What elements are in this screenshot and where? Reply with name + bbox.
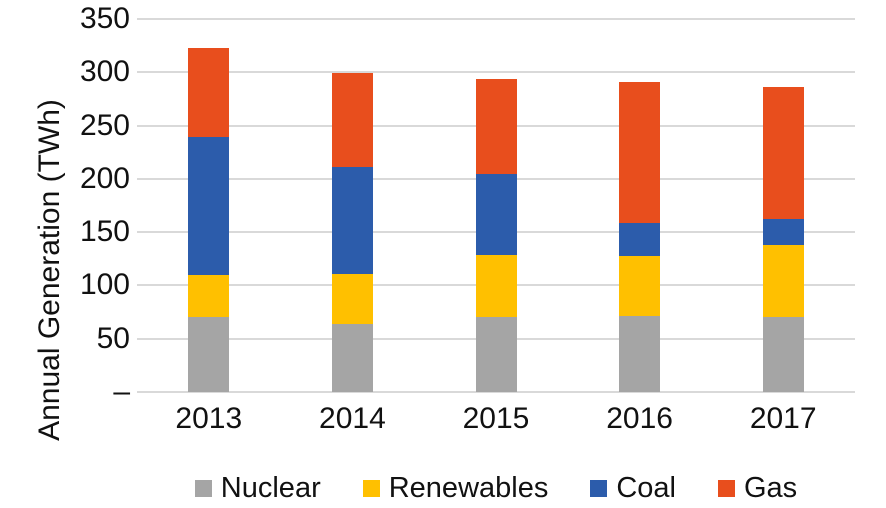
bar-segment-nuclear-2014: [331, 323, 373, 392]
bar-segment-gas-2016: [619, 81, 661, 223]
bar-segment-nuclear-2013: [188, 317, 230, 392]
bar-segment-gas-2017: [762, 87, 804, 220]
bar-segment-coal-2014: [331, 167, 373, 274]
legend-label: Coal: [616, 472, 676, 504]
bar-segment-coal-2017: [762, 219, 804, 245]
x-axis-label-2016: 2016: [606, 402, 673, 435]
legend-label: Nuclear: [220, 472, 321, 504]
plot-area: [137, 18, 855, 393]
bar-segment-nuclear-2017: [762, 317, 804, 392]
legend-label: Renewables: [388, 472, 549, 504]
bar-segment-nuclear-2016: [619, 316, 661, 392]
y-tick-label: 350: [79, 2, 130, 35]
y-tick-label: 150: [79, 215, 130, 249]
bar-segment-coal-2016: [619, 222, 661, 256]
y-tick-label: –: [113, 375, 130, 408]
x-axis-label-2014: 2014: [319, 402, 386, 435]
x-axis-label-2017: 2017: [749, 402, 817, 435]
legend-item-coal: Coal: [590, 471, 676, 505]
gridline: [137, 391, 855, 393]
legend-marker-coal: [590, 479, 608, 497]
bar-segment-renewables-2013: [188, 274, 230, 318]
gridline: [137, 18, 855, 21]
bar-segment-gas-2015: [475, 78, 517, 174]
y-axis-tick-labels: 350 300 250 200 150 100 50 –: [0, 2, 130, 408]
legend-item-nuclear: Nuclear: [194, 471, 321, 505]
x-axis-label-2015: 2015: [462, 402, 530, 435]
y-tick-label: 200: [79, 161, 130, 195]
bar-segment-coal-2013: [188, 137, 230, 275]
x-axis-labels: 2013 2014 2015 2016 2017: [137, 401, 855, 437]
y-tick-label: 50: [96, 321, 130, 355]
legend-marker-renewables: [362, 479, 380, 497]
bar-segment-nuclear-2015: [475, 317, 517, 392]
bar-segment-gas-2014: [331, 73, 373, 168]
legend-marker-nuclear: [194, 479, 212, 497]
legend: Nuclear Renewables Coal Gas: [137, 468, 855, 508]
gridline: [137, 71, 855, 74]
y-tick-label: 100: [79, 268, 130, 302]
bar-segment-renewables-2016: [619, 255, 661, 317]
legend-marker-gas: [718, 479, 735, 497]
legend-label: Gas: [744, 472, 798, 504]
bar-segment-gas-2013: [188, 47, 230, 138]
x-axis-label-2013: 2013: [175, 402, 243, 435]
bar-segment-renewables-2015: [475, 254, 517, 318]
bar-segment-renewables-2017: [762, 244, 804, 318]
legend-item-renewables: Renewables: [362, 471, 549, 505]
y-tick-label: 250: [79, 108, 130, 142]
bar-segment-renewables-2014: [331, 273, 373, 324]
bar-segment-coal-2015: [475, 173, 517, 255]
y-tick-label: 300: [79, 55, 130, 89]
legend-item-gas: Gas: [718, 471, 797, 505]
